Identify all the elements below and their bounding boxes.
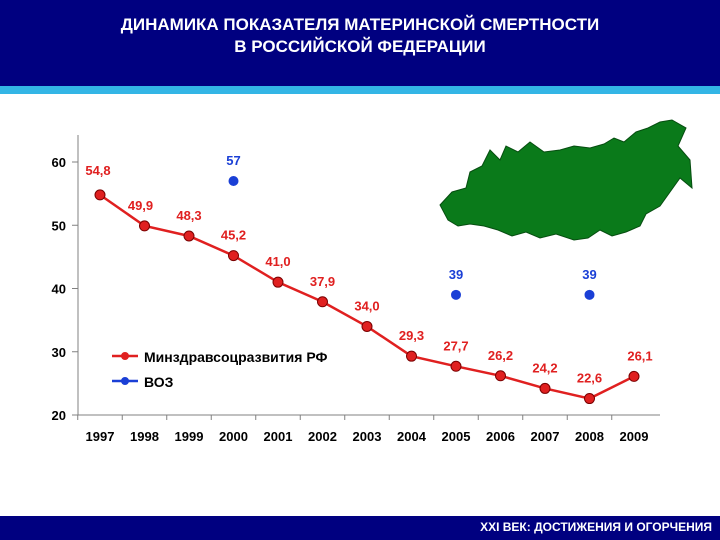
ministry-data-label: 24,2	[532, 360, 557, 375]
ministry-data-label: 49,9	[128, 198, 153, 213]
ministry-point	[139, 220, 150, 232]
x-tick-label: 2009	[620, 429, 649, 444]
who-data-label: 39	[449, 267, 463, 282]
x-tick-label: 2004	[397, 429, 427, 444]
ministry-point	[94, 189, 106, 201]
title-line-2: В РОССИЙСКОЙ ФЕДЕРАЦИИ	[234, 37, 486, 56]
x-tick-label: 2007	[531, 429, 560, 444]
ministry-point	[183, 230, 195, 242]
ministry-data-label: 41,0	[265, 254, 290, 269]
legend-who-marker	[121, 377, 129, 385]
y-tick-label: 50	[52, 218, 66, 233]
page-title: ДИНАМИКА ПОКАЗАТЕЛЯ МАТЕРИНСКОЙ СМЕРТНОС…	[0, 14, 720, 58]
x-tick-label: 2006	[486, 429, 515, 444]
ministry-data-label: 26,1	[627, 348, 652, 363]
who-data-label: 57	[226, 153, 240, 168]
header-stripe	[0, 86, 720, 94]
who-point	[451, 289, 461, 300]
title-line-1: ДИНАМИКА ПОКАЗАТЕЛЯ МАТЕРИНСКОЙ СМЕРТНОС…	[120, 15, 600, 34]
ministry-data-label: 45,2	[221, 228, 246, 243]
ministry-data-label: 37,9	[310, 274, 335, 289]
ministry-data-label: 54,8	[85, 163, 110, 178]
ministry-data-label: 26,2	[488, 348, 513, 363]
x-tick-label: 2008	[575, 429, 604, 444]
who-data-label: 39	[582, 267, 596, 282]
ministry-point	[539, 382, 551, 394]
footer-text: XXI ВЕК: ДОСТИЖЕНИЯ И ОГОРЧЕНИЯ	[480, 520, 712, 534]
ministry-point	[228, 250, 239, 262]
russia-map-icon	[439, 119, 693, 241]
ministry-point	[317, 296, 328, 308]
x-tick-label: 1998	[130, 429, 159, 444]
header-bar	[0, 0, 720, 86]
ministry-data-label: 34,0	[354, 298, 379, 313]
y-tick-label: 60	[52, 155, 66, 170]
ministry-point	[406, 350, 417, 362]
y-tick-label: 30	[52, 345, 66, 360]
x-tick-label: 2000	[219, 429, 248, 444]
x-tick-label: 2001	[264, 429, 293, 444]
ministry-point	[272, 276, 284, 288]
x-tick-label: 2005	[442, 429, 471, 444]
legend-ministry-label: Минздравсоцразвития РФ	[144, 349, 327, 365]
footer-bar: XXI ВЕК: ДОСТИЖЕНИЯ И ОГОРЧЕНИЯ	[0, 516, 720, 540]
x-tick-label: 2003	[353, 429, 382, 444]
ministry-data-label: 48,3	[176, 208, 201, 223]
y-tick-label: 40	[52, 282, 66, 297]
who-point	[584, 289, 595, 300]
ministry-data-label: 29,3	[399, 328, 424, 343]
ministry-point	[361, 320, 373, 332]
ministry-data-label: 22,6	[577, 371, 602, 386]
legend-ministry-marker	[121, 352, 129, 360]
ministry-point	[584, 393, 595, 405]
ministry-point	[495, 370, 506, 382]
ministry-data-label: 27,7	[443, 338, 468, 353]
x-tick-label: 1997	[86, 429, 115, 444]
x-tick-label: 2002	[308, 429, 337, 444]
y-tick-label: 20	[52, 408, 66, 423]
legend-who-label: ВОЗ	[144, 374, 174, 390]
x-tick-label: 1999	[175, 429, 204, 444]
ministry-point	[628, 370, 640, 382]
ministry-point	[450, 360, 462, 372]
who-point	[228, 175, 239, 186]
